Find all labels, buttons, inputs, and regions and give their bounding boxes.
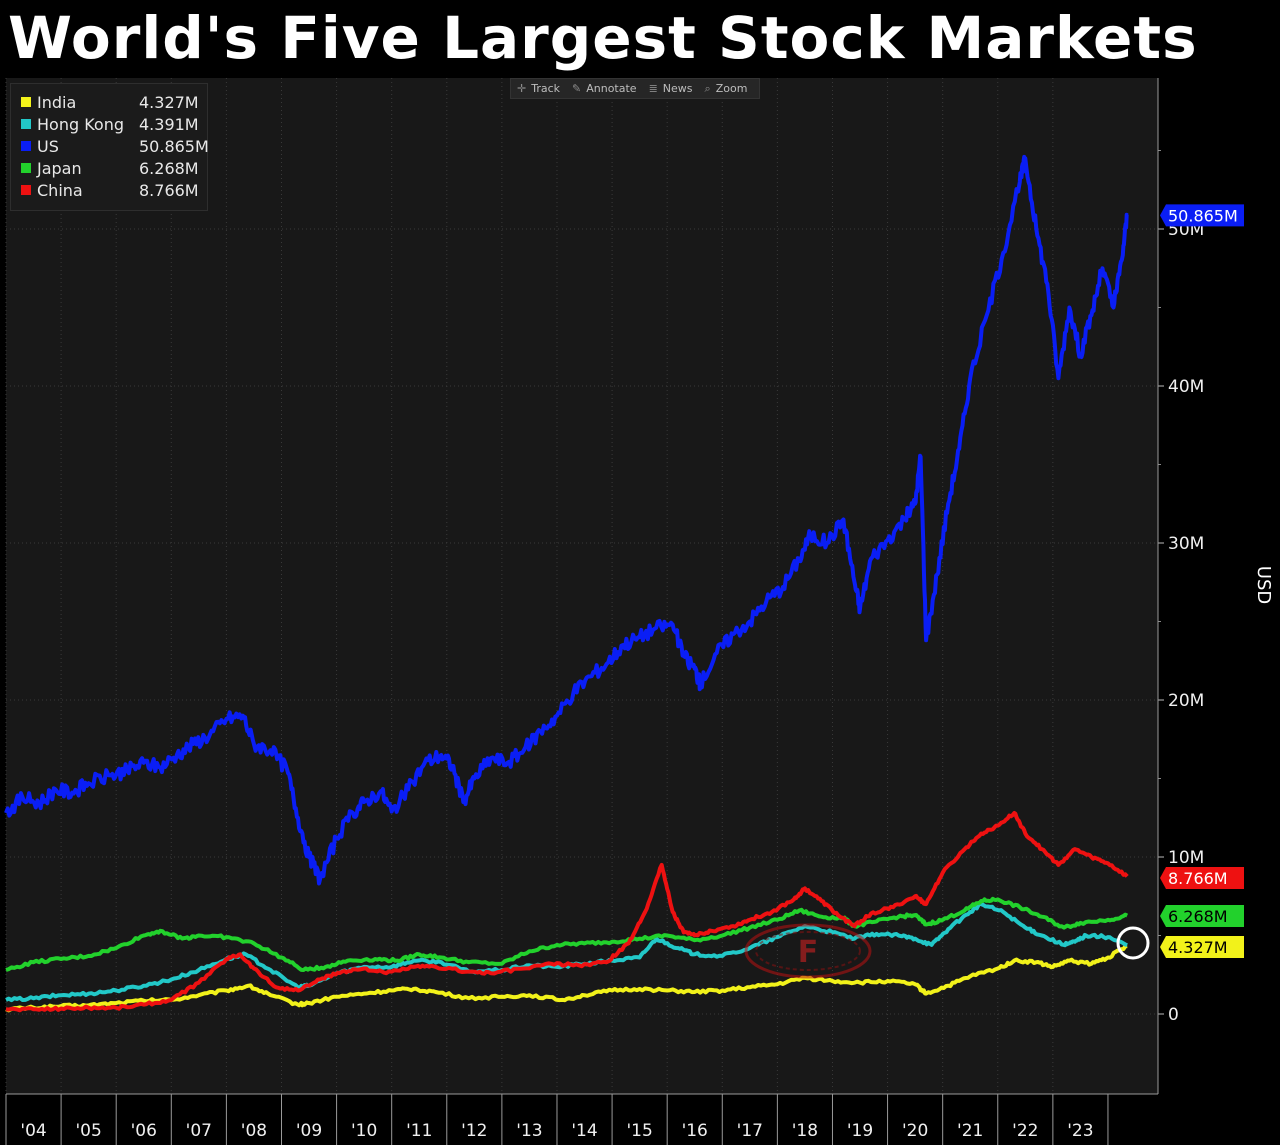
series-line-us bbox=[4, 154, 1129, 886]
chart-toolbar: ✛ Track ✎ Annotate ≣ News ⌕ Zoom bbox=[510, 78, 760, 99]
track-tool-button[interactable]: ✛ Track bbox=[511, 79, 566, 98]
legend-item-china[interactable]: China 8.766M bbox=[21, 180, 199, 202]
x-tick-label: '19 bbox=[847, 1121, 873, 1141]
tag-label: 50.865M bbox=[1168, 206, 1238, 225]
line-chart[interactable]: '04 '05 '06 '07 '08 '09 '10 '11 '12 '13 '14 '15 '16 '… bbox=[0, 76, 1280, 1145]
legend-item-japan[interactable]: Japan 6.268M bbox=[21, 158, 199, 180]
y-tick-label: 10M bbox=[1168, 848, 1204, 868]
series-line-india bbox=[5, 944, 1128, 1013]
y-tick-label: 20M bbox=[1168, 691, 1204, 711]
legend-swatch bbox=[21, 119, 31, 129]
x-axis-band bbox=[6, 1094, 1158, 1145]
tag-background bbox=[1160, 936, 1244, 958]
watermark-logo: F bbox=[744, 923, 872, 979]
series-lines bbox=[4, 154, 1129, 1013]
x-axis: '04 '05 '06 '07 '08 '09 '10 '11 '12 '13 '14 '15 '16 '… bbox=[5, 1093, 1158, 1145]
chart-title: World's Five Largest Stock Markets bbox=[8, 4, 1198, 72]
pencil-icon: ✎ bbox=[572, 82, 582, 95]
legend-item-us[interactable]: US 50.865M bbox=[21, 136, 209, 158]
last-value-tag-india: 4.327M bbox=[1160, 936, 1244, 958]
legend-label: US bbox=[37, 137, 59, 156]
legend-swatch bbox=[21, 97, 31, 107]
legend-swatch bbox=[21, 163, 31, 173]
track-label: Track bbox=[531, 82, 561, 95]
last-value-tag-us: 50.865M bbox=[1160, 204, 1244, 227]
x-tick-label: '16 bbox=[682, 1121, 708, 1141]
legend-value: 4.327M bbox=[139, 93, 199, 112]
x-tick-label: '20 bbox=[902, 1121, 928, 1141]
y-tick-label: 0 bbox=[1168, 1005, 1179, 1025]
legend-value: 50.865M bbox=[139, 137, 209, 156]
x-tick-label: '12 bbox=[461, 1121, 487, 1141]
x-tick-label: '05 bbox=[75, 1121, 101, 1141]
x-tick-label: '14 bbox=[571, 1121, 597, 1141]
legend-value: 8.766M bbox=[139, 181, 199, 200]
x-tick-label: '09 bbox=[296, 1121, 322, 1141]
news-label: News bbox=[662, 82, 693, 95]
news-tool-button[interactable]: ≣ News bbox=[643, 79, 699, 98]
legend-label: India bbox=[37, 93, 77, 112]
y-axis-label: USD bbox=[1253, 566, 1274, 604]
tag-label: 4.327M bbox=[1168, 938, 1228, 957]
last-value-tags: 50.865M 8.766M 6.268M 4.327M bbox=[1160, 204, 1244, 958]
legend-label: China bbox=[37, 181, 83, 200]
legend-label: Japan bbox=[37, 159, 82, 178]
zoom-label: Zoom bbox=[715, 82, 748, 95]
x-tick-label: '11 bbox=[406, 1121, 432, 1141]
tag-background bbox=[1160, 905, 1244, 927]
legend-item-india[interactable]: India 4.327M bbox=[21, 92, 199, 114]
legend-swatch bbox=[21, 141, 31, 151]
legend-value: 4.391M bbox=[139, 115, 199, 134]
last-value-tag-japan: 6.268M bbox=[1160, 905, 1244, 927]
series-line-japan bbox=[5, 896, 1129, 972]
plot-background bbox=[6, 78, 1158, 1094]
y-tick-label: 40M bbox=[1168, 377, 1204, 397]
x-tick-label: '15 bbox=[626, 1121, 652, 1141]
legend: India 4.327M Hong Kong 4.391M US 50.865M Ja… bbox=[10, 83, 209, 211]
magnifier-icon: ⌕ bbox=[704, 81, 711, 95]
x-tick-label: '06 bbox=[131, 1121, 157, 1141]
series-line-china bbox=[5, 811, 1129, 1013]
y-tick-label: 30M bbox=[1168, 534, 1204, 554]
x-tick-label: '13 bbox=[516, 1121, 542, 1141]
tag-label: 6.268M bbox=[1168, 907, 1228, 926]
x-tick-label: '10 bbox=[351, 1121, 377, 1141]
legend-value: 6.268M bbox=[139, 159, 199, 178]
annotate-label: Annotate bbox=[586, 82, 637, 95]
legend-label: Hong Kong bbox=[37, 115, 124, 134]
zoom-tool-button[interactable]: ⌕ Zoom bbox=[699, 79, 754, 98]
x-tick-label: '17 bbox=[737, 1121, 763, 1141]
tag-background bbox=[1160, 867, 1244, 889]
svg-text:F: F bbox=[798, 935, 819, 970]
x-tick-label: '21 bbox=[957, 1121, 983, 1141]
tag-label: 8.766M bbox=[1168, 869, 1228, 888]
legend-swatch bbox=[21, 185, 31, 195]
x-tick-label: '22 bbox=[1012, 1121, 1038, 1141]
x-tick-label: '07 bbox=[186, 1121, 212, 1141]
chart-area[interactable]: '04 '05 '06 '07 '08 '09 '10 '11 '12 '13 '14 '15 '16 '… bbox=[0, 76, 1280, 1145]
tag-background bbox=[1160, 204, 1244, 227]
news-icon: ≣ bbox=[648, 82, 658, 95]
highlight-circle bbox=[1116, 926, 1150, 960]
x-tick-label: '08 bbox=[241, 1121, 267, 1141]
x-tick-label: '04 bbox=[20, 1121, 46, 1141]
last-value-tag-china: 8.766M bbox=[1160, 867, 1244, 889]
crosshair-icon: ✛ bbox=[517, 82, 527, 95]
x-tick-label: '23 bbox=[1067, 1121, 1093, 1141]
x-tick-label: '18 bbox=[792, 1121, 818, 1141]
annotate-tool-button[interactable]: ✎ Annotate bbox=[566, 79, 643, 98]
legend-item-hong-kong[interactable]: Hong Kong 4.391M bbox=[21, 114, 199, 136]
